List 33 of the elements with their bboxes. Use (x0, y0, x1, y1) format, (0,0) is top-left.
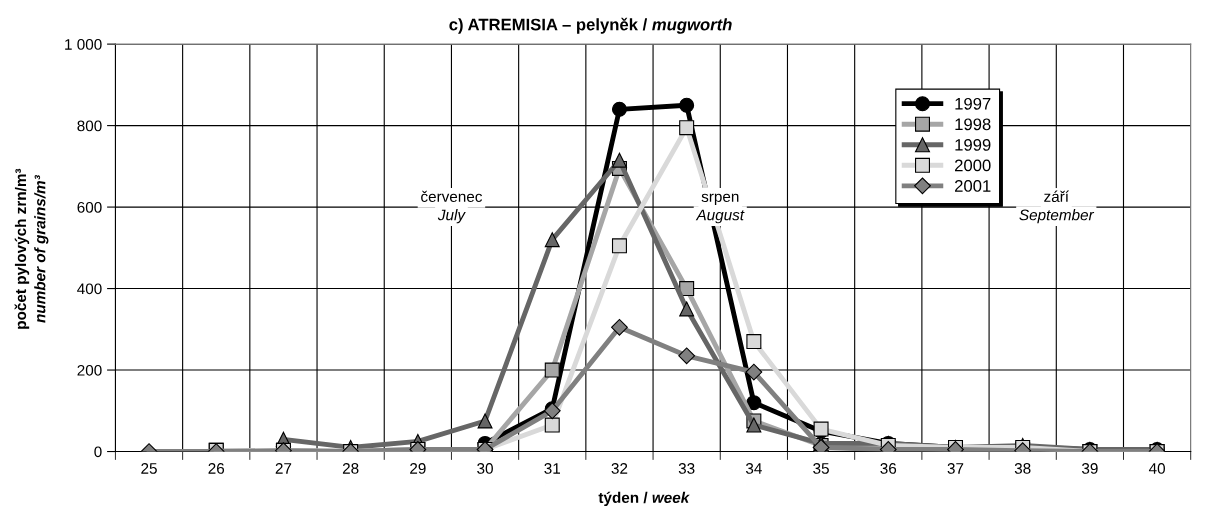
x-tick-label: 25 (141, 463, 157, 474)
legend-label: 2001 (955, 180, 991, 192)
y-tick-label: 600 (77, 201, 102, 213)
x-tick-label: 31 (544, 463, 561, 474)
x-tick-label: 38 (1014, 463, 1031, 474)
x-tick-label: 30 (477, 463, 493, 474)
y-axis-title: počet pylových zrn/m³ number of grains/m³ (14, 168, 49, 329)
legend-label: 1998 (955, 118, 991, 131)
annotation: srpen August (695, 193, 745, 224)
x-tick-label: 36 (880, 463, 897, 474)
annotation: červenec July (421, 190, 483, 224)
x-tick-label: 35 (813, 463, 829, 474)
legend-label: 2000 (955, 159, 991, 172)
y-tick-label: 1 000 (65, 38, 102, 50)
x-tick-label: 26 (208, 463, 225, 474)
chart-title: c) ATREMISIA – pelyněk / mugworth (449, 17, 732, 34)
x-tick-label: 29 (410, 463, 426, 474)
x-tick-label: 32 (611, 463, 628, 474)
y-tick-label: 400 (77, 283, 102, 295)
x-tick-label: 28 (342, 463, 359, 474)
x-tick-label: 27 (275, 463, 292, 474)
y-tick-label: 200 (77, 364, 102, 376)
annotation: září September (1019, 190, 1095, 224)
x-axis-title: týden / week (598, 491, 690, 507)
legend-label: 1999 (955, 138, 991, 151)
x-tick-label: 33 (678, 463, 695, 474)
x-tick-label: 40 (1148, 463, 1165, 474)
x-tick-label: 37 (947, 463, 964, 474)
y-tick-label: 800 (77, 120, 102, 132)
x-tick-label: 39 (1081, 463, 1098, 474)
legend-label: 1997 (955, 97, 991, 110)
x-tick-label: 34 (745, 463, 762, 474)
y-tick-label: 0 (94, 446, 102, 458)
